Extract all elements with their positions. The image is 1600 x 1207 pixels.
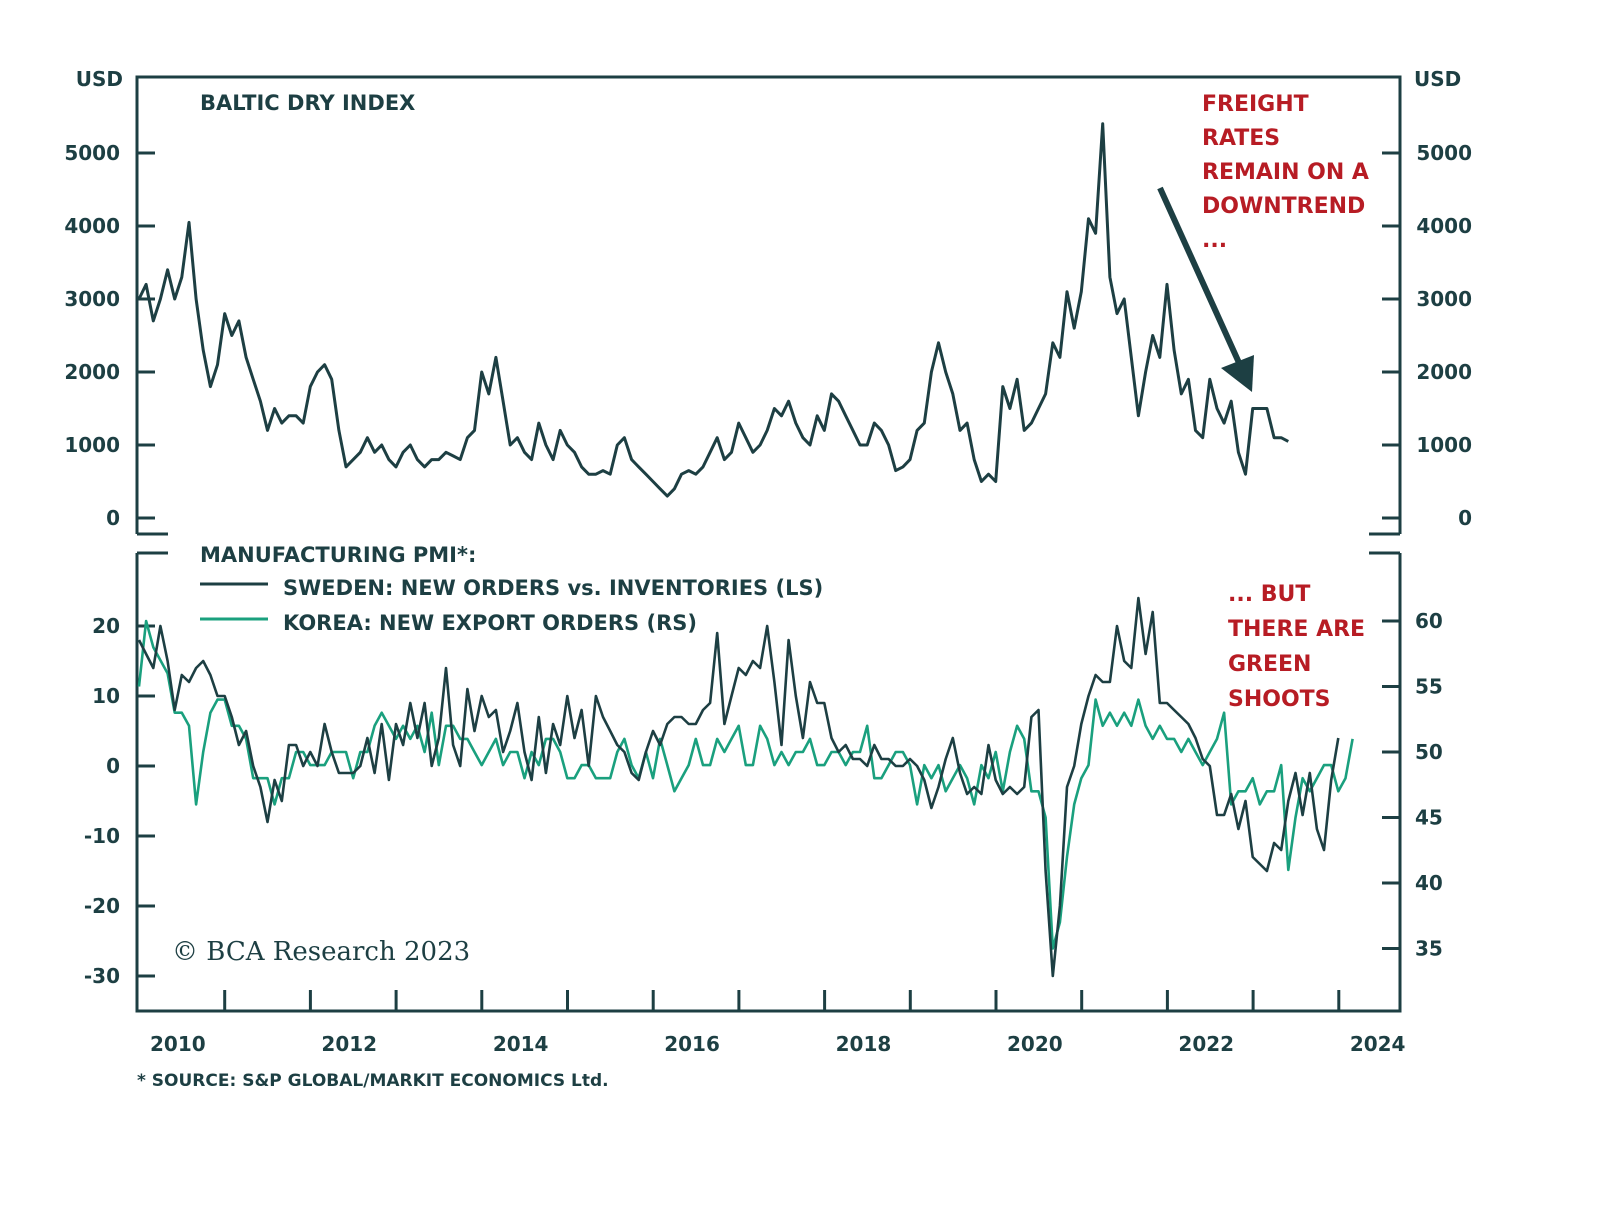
legend: SWEDEN: NEW ORDERS vs. INVENTORIES (LS) … xyxy=(200,576,823,635)
bottom-left-ytick-label: 10 xyxy=(92,684,120,708)
green-shoots-annotation: ... BUT THERE ARE GREEN SHOOTS xyxy=(1228,582,1365,712)
green-shoots-annotation-line: SHOOTS xyxy=(1228,687,1331,712)
top-right-ytick-label: 1000 xyxy=(1416,433,1472,457)
x-tick-label: 2016 xyxy=(664,1032,720,1056)
freight-annotation-line: REMAIN ON A xyxy=(1202,160,1369,185)
bottom-left-ytick-label: -10 xyxy=(84,824,120,848)
top-left-ytick-label: 0 xyxy=(106,506,120,530)
bottom-right-ytick-label: 55 xyxy=(1415,675,1443,699)
bottom-right-ytick-label: 45 xyxy=(1415,806,1443,830)
bottom-panel-title: MANUFACTURING PMI*: xyxy=(200,543,476,567)
bottom-left-ytick-label: -30 xyxy=(84,964,120,988)
x-tick-label: 2012 xyxy=(321,1032,377,1056)
sweden-series-line xyxy=(137,596,1340,978)
x-tick-label: 2020 xyxy=(1007,1032,1063,1056)
top-right-ytick-label: 0 xyxy=(1458,506,1472,530)
freight-annotation: FREIGHT RATES REMAIN ON A DOWNTREND... xyxy=(1202,92,1369,253)
top-right-ytick-label: 3000 xyxy=(1416,287,1472,311)
copyright-label: © BCA Research 2023 xyxy=(172,937,470,967)
top-right-ytick-label: 5000 xyxy=(1416,141,1472,165)
top-panel-frame xyxy=(135,75,1402,534)
downtrend-arrow xyxy=(1157,186,1254,392)
bottom-right-y-ticks: 35 40 45 50 55 60 xyxy=(1382,609,1443,961)
x-tick-label: 2022 xyxy=(1178,1032,1234,1056)
top-left-unit-label: USD xyxy=(76,67,123,91)
top-left-ytick-label: 1000 xyxy=(64,433,120,457)
bottom-left-ytick-label: -20 xyxy=(84,894,120,918)
green-shoots-annotation-line: GREEN xyxy=(1228,652,1311,677)
bottom-right-ytick-label: 35 xyxy=(1415,937,1443,961)
downtrend-arrow-head xyxy=(1221,355,1254,392)
top-right-ytick-label: 4000 xyxy=(1416,214,1472,238)
freight-annotation-line: RATES xyxy=(1202,126,1280,151)
top-left-ytick-label: 5000 xyxy=(64,141,120,165)
bottom-right-ytick-label: 50 xyxy=(1415,740,1443,764)
bottom-left-ytick-label: 0 xyxy=(106,754,120,778)
top-right-unit-label: USD xyxy=(1414,67,1461,91)
top-left-ytick-label: 3000 xyxy=(64,287,120,311)
source-footnote: * SOURCE: S&P GLOBAL/MARKIT ECONOMICS Lt… xyxy=(137,1071,609,1091)
top-panel: USD USD BALTIC DRY INDEX 0 0 1000 1000 2000 2… xyxy=(64,67,1472,536)
freight-annotation-line: ... xyxy=(1202,228,1227,253)
x-tick-label: 2018 xyxy=(836,1032,892,1056)
bottom-panel: MANUFACTURING PMI*: SWEDEN: NEW ORDERS v… xyxy=(84,543,1443,1056)
bottom-left-y-ticks: -30 -20 -10 0 10 20 xyxy=(84,614,155,988)
korea-series-line xyxy=(137,619,1354,950)
x-tick-label: 2024 xyxy=(1350,1032,1406,1056)
freight-annotation-line: DOWNTREND xyxy=(1202,194,1365,219)
top-right-ytick-label: 2000 xyxy=(1416,360,1472,384)
bottom-panel-frame xyxy=(135,553,1402,1013)
bottom-left-ytick-label: 20 xyxy=(92,614,120,638)
top-left-ytick-label: 2000 xyxy=(64,360,120,384)
x-axis-ticks: 2010 2012 2014 2016 2018 2020 2022 2024 xyxy=(150,990,1405,1056)
bottom-right-ytick-label: 40 xyxy=(1415,871,1443,895)
top-left-ytick-label: 4000 xyxy=(64,214,120,238)
x-tick-label: 2010 xyxy=(150,1032,206,1056)
freight-annotation-line: FREIGHT xyxy=(1202,92,1309,117)
downtrend-arrow-shaft xyxy=(1157,186,1243,367)
top-y-ticks: 0 0 1000 1000 2000 2000 3000 3000 4000 4000 5000 50… xyxy=(64,141,1472,530)
top-panel-title: BALTIC DRY INDEX xyxy=(200,91,415,115)
green-shoots-annotation-line: ... BUT xyxy=(1228,582,1310,607)
legend-label-sweden: SWEDEN: NEW ORDERS vs. INVENTORIES (LS) xyxy=(283,576,823,600)
legend-label-korea: KOREA: NEW EXPORT ORDERS (RS) xyxy=(283,611,697,635)
green-shoots-annotation-line: THERE ARE xyxy=(1228,617,1365,642)
bottom-right-ytick-label: 60 xyxy=(1415,609,1443,633)
bdi-series-line xyxy=(137,122,1289,498)
x-tick-label: 2014 xyxy=(493,1032,549,1056)
